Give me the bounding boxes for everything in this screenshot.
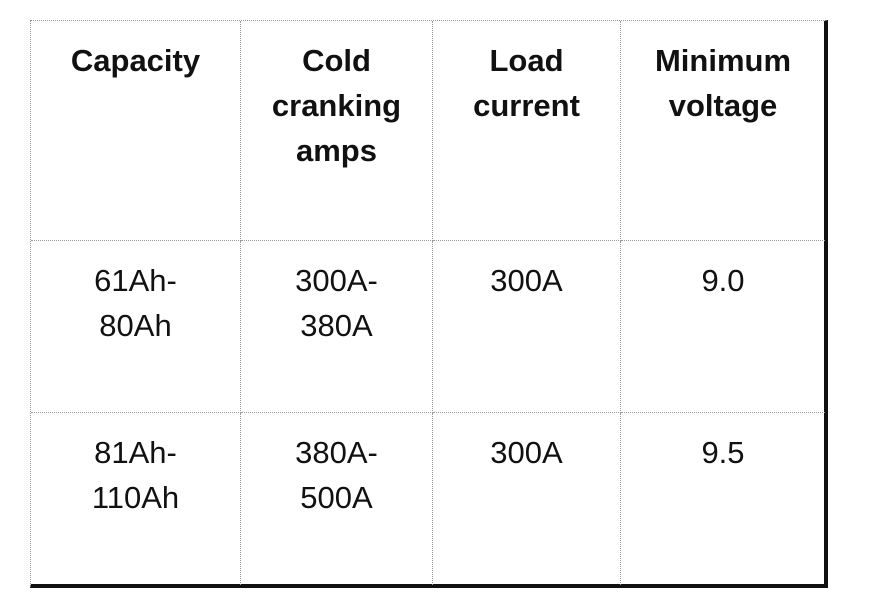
cell-text: 300A	[490, 435, 563, 470]
table-cell: 300A	[433, 241, 621, 413]
header-text: amps	[296, 133, 377, 168]
cell-text: 500A	[300, 480, 373, 515]
cell-text: 300A-	[295, 263, 378, 298]
table-cell: 300A- 380A	[241, 241, 433, 413]
table-cell: 380A- 500A	[241, 413, 433, 585]
table-cell: 81Ah- 110Ah	[31, 413, 241, 585]
header-cell: Minimum voltage	[621, 21, 825, 241]
table-cell: 9.5	[621, 413, 825, 585]
header-text: Minimum	[654, 43, 792, 78]
cell-text: 80Ah	[99, 308, 172, 343]
table-cell: 61Ah- 80Ah	[31, 241, 241, 413]
header-text: voltage	[668, 88, 778, 123]
cell-text: 110Ah	[91, 480, 180, 515]
header-text: Cold	[302, 43, 371, 78]
cell-text: 380A	[300, 308, 373, 343]
header-cell: Cold cranking amps	[241, 21, 433, 241]
cell-text: 61Ah-	[94, 263, 177, 298]
header-text: Capacity	[70, 43, 201, 78]
cell-text: 81Ah-	[94, 435, 177, 470]
cell-text: 380A-	[295, 435, 378, 470]
table: Capacity Cold cranking amps Load current Minim…	[30, 20, 828, 588]
table-cell: 9.0	[621, 241, 825, 413]
header-text: cranking	[271, 88, 402, 123]
table-cell: 300A	[433, 413, 621, 585]
cell-text: 9.0	[701, 263, 745, 298]
cell-text: 9.5	[701, 435, 745, 470]
cell-text: 300A	[490, 263, 563, 298]
header-text: Load	[489, 43, 564, 78]
header-cell: Load current	[433, 21, 621, 241]
header-text: current	[473, 88, 580, 123]
header-cell: Capacity	[31, 21, 241, 241]
